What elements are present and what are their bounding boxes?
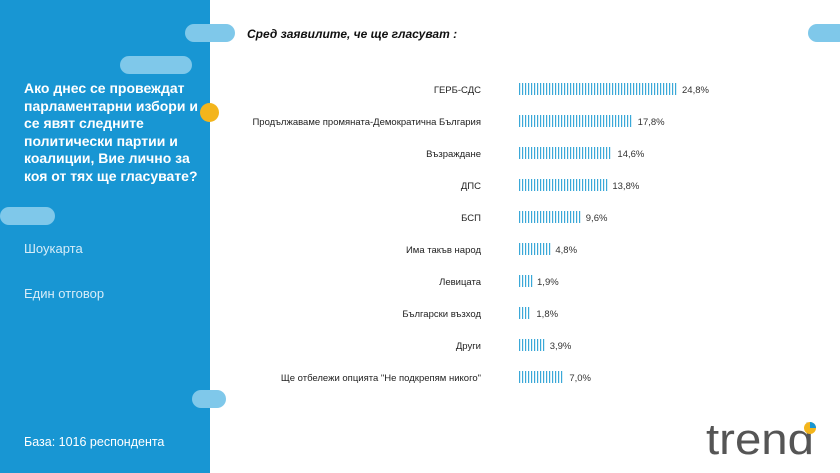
category-label: Възраждане <box>426 149 481 160</box>
bar <box>519 147 611 159</box>
decor-pill <box>120 56 192 74</box>
category-label: Левицата <box>439 277 482 288</box>
category-label: Има такъв народ <box>406 245 481 256</box>
category-label: Български възход <box>402 309 481 320</box>
category-label: БСП <box>461 213 481 224</box>
category-label: Ще отбележи опцията "Не подкрепям никого… <box>281 373 481 384</box>
logo-text: trend <box>706 415 814 462</box>
decor-pill <box>808 24 840 42</box>
bar <box>519 243 551 255</box>
decor-pill <box>0 207 55 225</box>
bar <box>519 115 632 127</box>
bar-chart: ГЕРБ-СДС 24,8% Продължаваме промяната-Демо… <box>252 83 709 384</box>
value-label: 1,9% <box>537 277 559 288</box>
decor-pill <box>185 24 235 42</box>
bar <box>519 275 533 287</box>
bar <box>519 83 677 95</box>
value-label: 1,8% <box>536 309 558 320</box>
survey-question: Ако днес се провеждат парламентарни избо… <box>24 80 198 184</box>
value-label: 9,6% <box>586 213 608 224</box>
bar <box>519 339 545 351</box>
category-label: ГЕРБ-СДС <box>434 85 481 96</box>
value-label: 7,0% <box>569 373 591 384</box>
value-label: 3,9% <box>550 341 572 352</box>
bar <box>519 371 563 383</box>
sample-base: База: 1016 респондента <box>24 435 165 449</box>
side-panel <box>0 0 210 473</box>
accent-dot <box>200 103 219 122</box>
single-answer-label: Един отговор <box>24 286 105 301</box>
value-label: 4,8% <box>555 245 577 256</box>
logo-dot-segment <box>810 422 816 428</box>
bar <box>519 179 608 191</box>
category-label: Други <box>456 341 481 352</box>
value-label: 13,8% <box>612 181 639 192</box>
value-label: 14,6% <box>617 149 644 160</box>
chart-subtitle: Сред заявилите, че ще гласуват : <box>247 27 458 41</box>
bar <box>519 307 530 319</box>
value-label: 24,8% <box>682 85 709 96</box>
category-label: ДПС <box>461 181 481 192</box>
trend-logo: trend <box>706 415 816 462</box>
value-label: 17,8% <box>638 117 665 128</box>
showcard-label: Шоукарта <box>24 241 83 256</box>
decor-pill <box>192 390 226 408</box>
category-label: Продължаваме промяната-Демократична Бълг… <box>252 117 481 128</box>
bar <box>519 211 581 223</box>
